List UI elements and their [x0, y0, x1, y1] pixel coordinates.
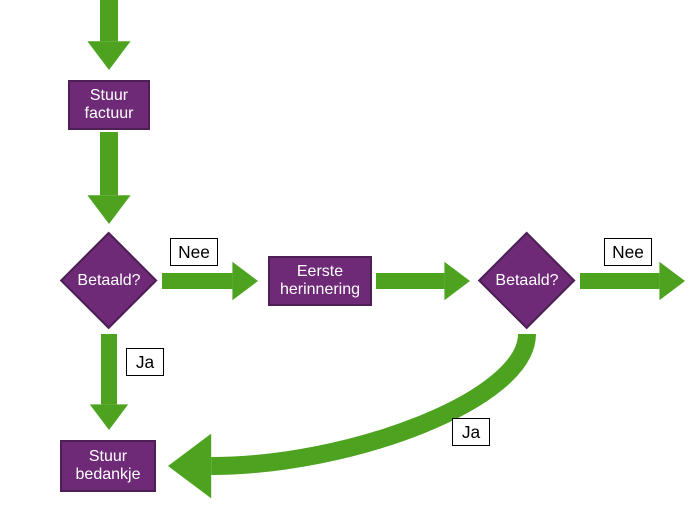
node-eerste-herinnering: Eersteherinnering — [268, 256, 372, 306]
node-label: Eersteherinnering — [280, 263, 360, 300]
arrowhead-e_in_invoice — [87, 41, 130, 70]
arrowhead-e_paid2_thanks — [168, 434, 211, 499]
flowchart-canvas: Stuurfactuur Betaald? Eersteherinnering … — [0, 0, 700, 524]
arrowhead-e_paid1_thanks — [90, 404, 128, 430]
edge-label-ja-1: Ja — [126, 348, 164, 376]
edge-label-nee-1: Nee — [170, 238, 218, 266]
node-label: Betaald? — [60, 232, 158, 330]
node-label: Stuurfactuur — [85, 87, 134, 124]
node-label: Betaald? — [478, 232, 576, 330]
node-betaald-2: Betaald? — [478, 232, 576, 330]
arrowhead-e_paid2_out — [659, 262, 685, 300]
node-stuur-factuur: Stuurfactuur — [68, 80, 150, 130]
node-label: Stuurbedankje — [76, 448, 141, 485]
edge-label-ja-2: Ja — [452, 418, 490, 446]
node-betaald-1: Betaald? — [60, 232, 158, 330]
node-stuur-bedankje: Stuurbedankje — [60, 440, 156, 492]
edge-e_paid2_thanks — [211, 334, 527, 466]
arrowhead-e_invoice_paid1 — [87, 195, 130, 224]
arrowhead-e_reminder_paid2 — [444, 262, 470, 300]
edge-label-nee-2: Nee — [604, 238, 652, 266]
arrowhead-e_paid1_reminder — [232, 262, 258, 300]
